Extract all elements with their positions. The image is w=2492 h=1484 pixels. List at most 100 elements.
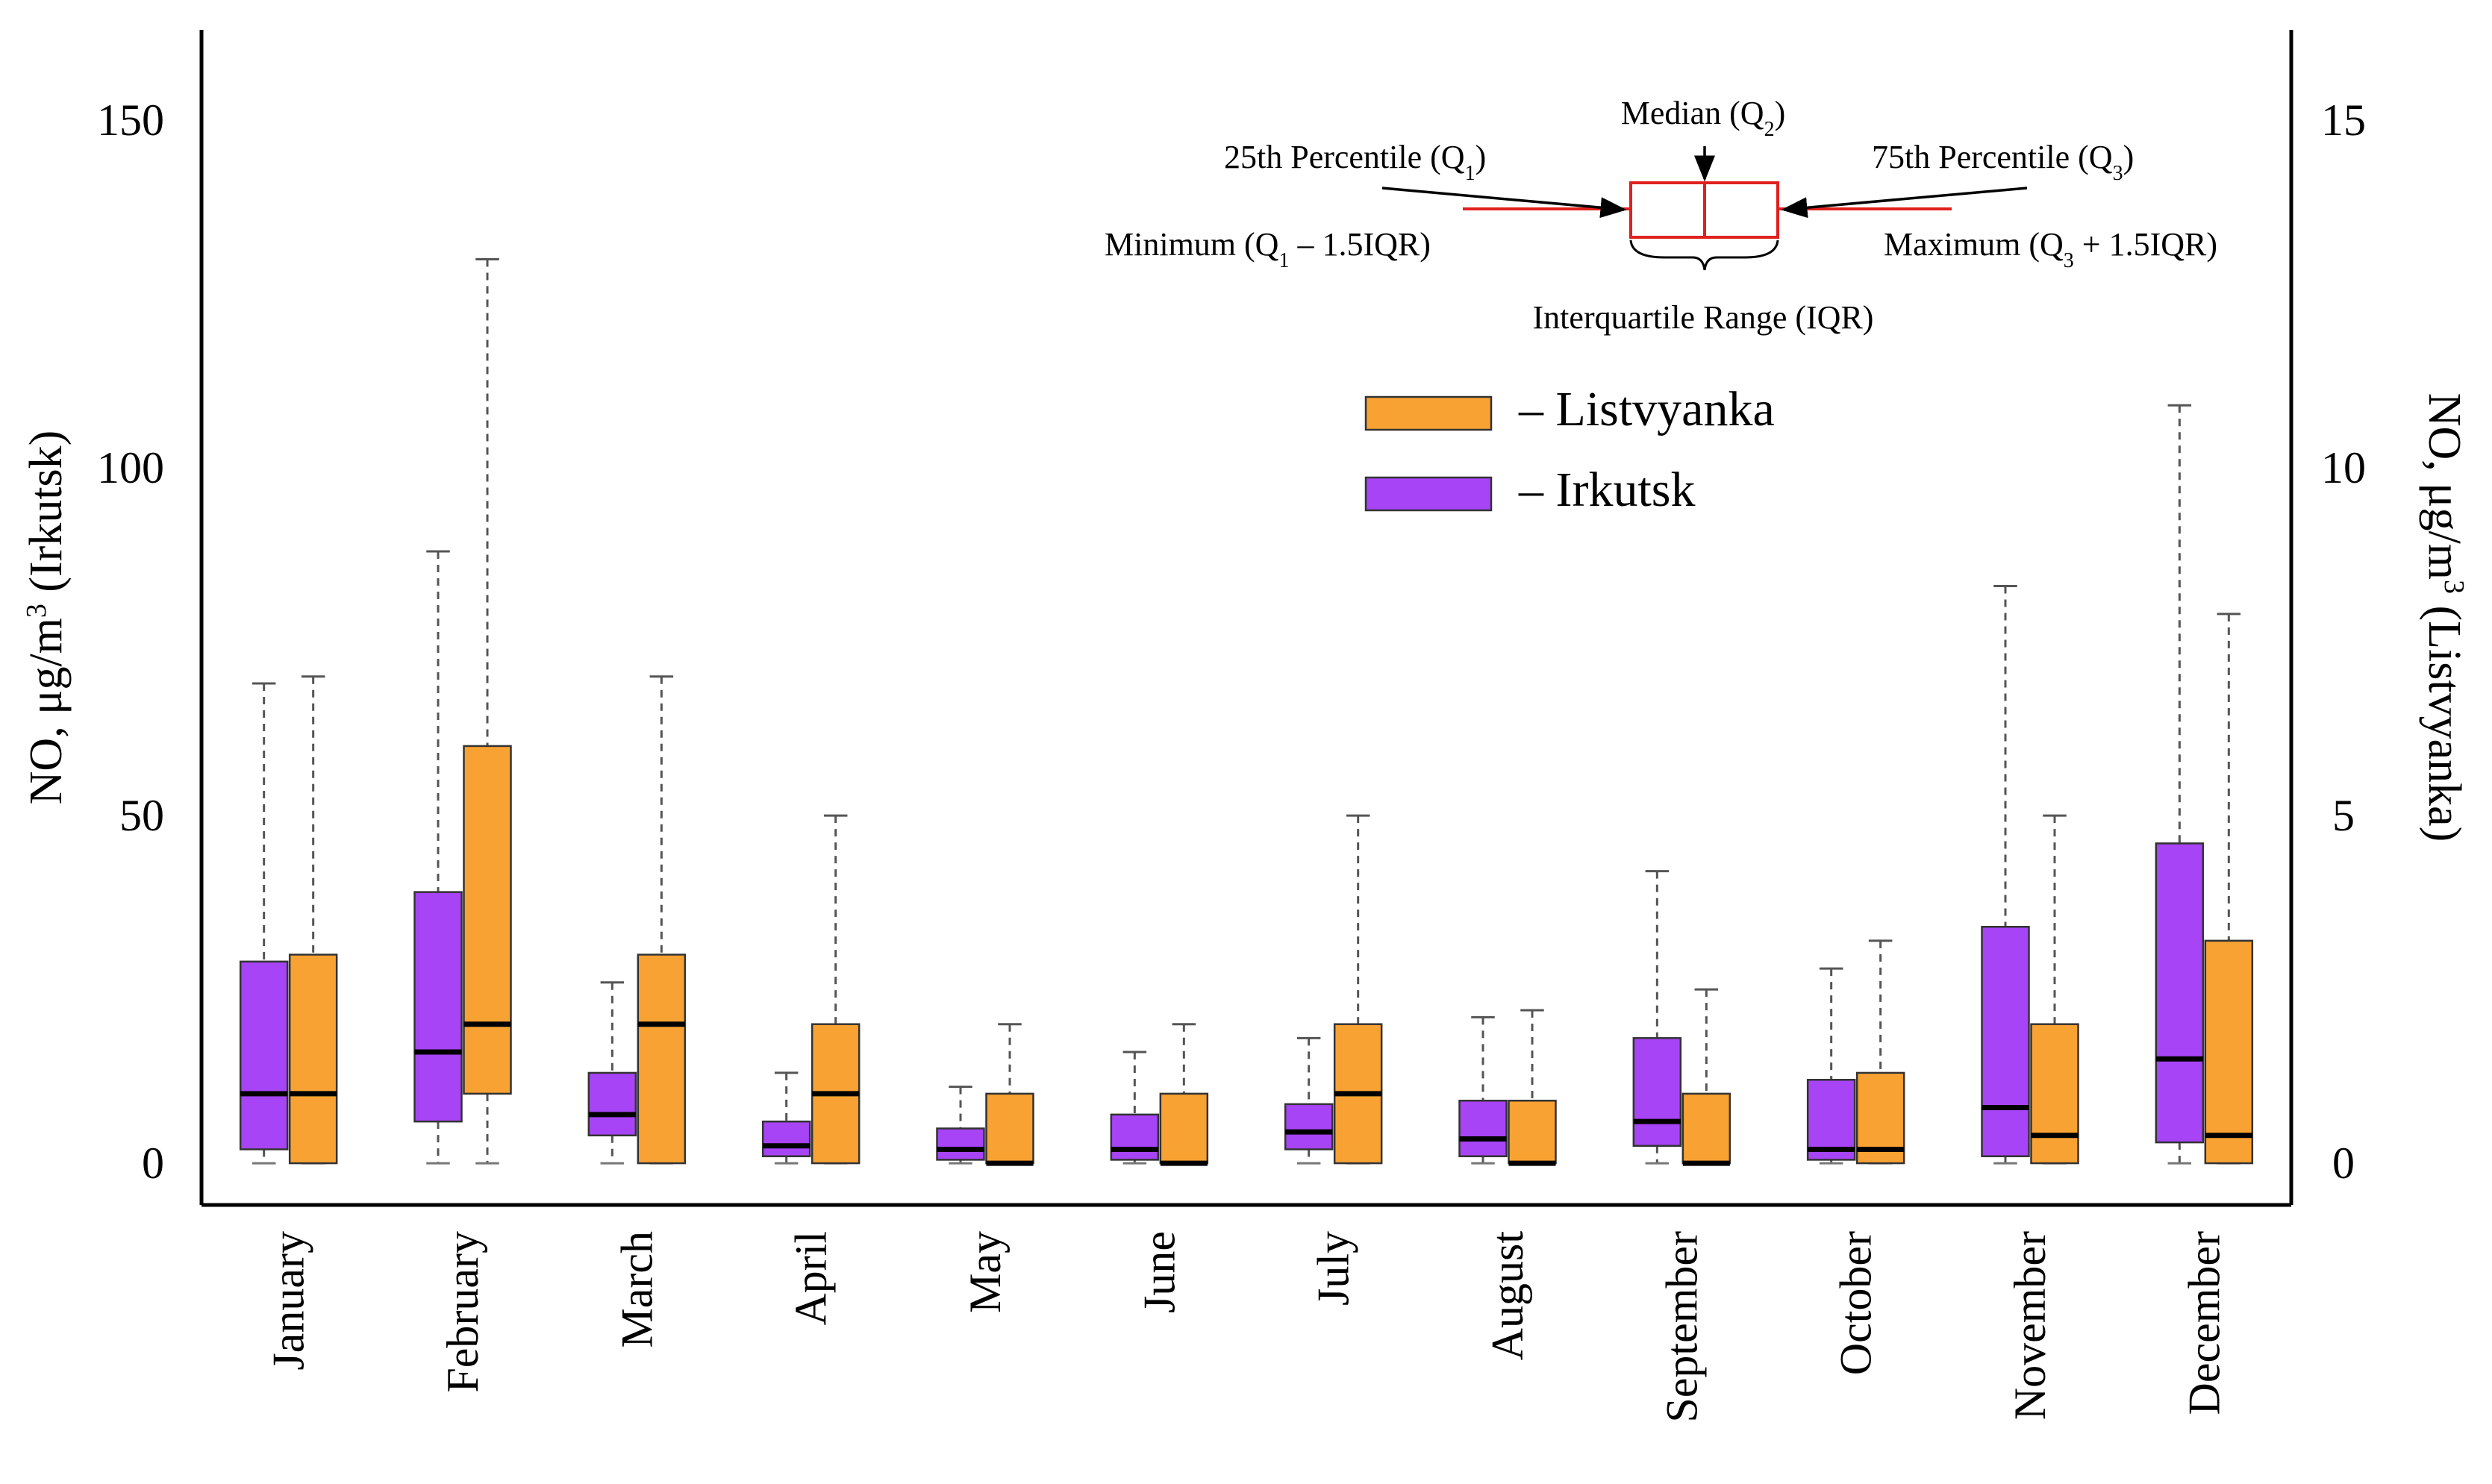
x-tick-group: September (1657, 1231, 1706, 1423)
box-irkutsk-june (1110, 1051, 1160, 1165)
iqr-box (587, 1071, 637, 1137)
box-listvyanka-august (1508, 1009, 1557, 1166)
box-irkutsk-july (1284, 1036, 1334, 1165)
x-tick-label: April (787, 1231, 836, 1326)
box-irkutsk-august (1458, 1015, 1508, 1165)
x-tick-label: March (612, 1231, 661, 1348)
box-irkutsk-september (1632, 870, 1682, 1165)
legend-swatch-listvyanka (1364, 395, 1493, 431)
x-tick-group: January (264, 1231, 313, 1371)
iqr-box (1508, 1099, 1557, 1165)
x-tick-label: May (961, 1231, 1010, 1313)
x-tick-label: September (1657, 1231, 1706, 1423)
iqr-box (2155, 842, 2205, 1144)
box-irkutsk-november (1981, 585, 2030, 1165)
x-tick-group: October (1831, 1231, 1881, 1375)
box-listvyanka-october (1855, 939, 1905, 1165)
box-listvyanka-april (811, 814, 861, 1165)
box-irkutsk-december (2155, 404, 2205, 1165)
left-tick-label: 50 (119, 791, 164, 840)
x-tick-label: June (1134, 1231, 1184, 1313)
key-median-label: Median (Q2) (1621, 95, 1786, 141)
key-q3-arrow (1781, 187, 2028, 219)
key-q1-arrow (1381, 187, 1627, 219)
iqr-box (2204, 939, 2254, 1165)
box-listvyanka-february (463, 258, 512, 1165)
box-listvyanka-november (2030, 814, 2079, 1165)
x-tick-label: December (2179, 1231, 2229, 1415)
legend-swatch-irkutsk (1364, 476, 1493, 512)
right-tick-label: 10 (2321, 443, 2366, 492)
x-tick-group: November (2005, 1231, 2055, 1420)
right-axis-label: NO, μg/m3 (Listvyanka) (2419, 393, 2470, 842)
iqr-box (1806, 1078, 1856, 1161)
iqr-box (2030, 1023, 2079, 1165)
x-tick-group: May (961, 1231, 1010, 1313)
right-tick-label: 0 (2332, 1139, 2355, 1188)
key-iqr-label: Interquartile Range (IQR) (1533, 299, 1874, 336)
box-irkutsk-february (413, 550, 463, 1165)
iqr-box (1632, 1037, 1682, 1148)
x-tick-label: January (264, 1231, 313, 1371)
left-axis-label-group: NO, μg/m3 (Irkutsk) (21, 431, 72, 805)
iqr-box (1458, 1099, 1508, 1158)
iqr-box (288, 954, 338, 1165)
key-q1-label: 25th Percentile (Q1) (1224, 139, 1486, 185)
x-tick-group: April (787, 1231, 836, 1326)
iqr-box (936, 1127, 985, 1161)
box-marks: January February March April May June July Augu… (239, 258, 2254, 1423)
key-q3-label: 75th Percentile (Q3) (1872, 139, 2134, 185)
left-tick-label: 0 (142, 1139, 164, 1188)
iqr-box (463, 745, 512, 1095)
x-tick-label: November (2005, 1231, 2055, 1420)
iqr-box (1110, 1113, 1160, 1161)
box-listvyanka-july (1333, 814, 1383, 1165)
key-iqr-brace (1629, 239, 1779, 271)
iqr-box (761, 1120, 811, 1158)
x-tick-group: June (1134, 1231, 1184, 1313)
x-tick-label: October (1831, 1231, 1881, 1375)
x-tick-group: July (1309, 1231, 1358, 1306)
x-tick-label: August (1483, 1231, 1532, 1361)
iqr-box (637, 954, 687, 1165)
box-irkutsk-march (587, 981, 637, 1165)
left-tick-label: 150 (97, 96, 164, 145)
right-axis-label-group: NO, μg/m3 (Listvyanka) (2419, 393, 2470, 842)
iqr-box (985, 1092, 1034, 1165)
box-irkutsk-october (1806, 967, 1856, 1165)
iqr-box (239, 960, 289, 1150)
box-listvyanka-january (288, 675, 338, 1165)
key-maximum-label: Maximum (Q3 + 1.5IQR) (1884, 226, 2217, 272)
legend: – Listvyanka – Irkutsk (1364, 382, 1775, 517)
box-irkutsk-january (239, 682, 289, 1165)
box-irkutsk-may (936, 1086, 985, 1165)
iqr-box (413, 891, 463, 1123)
x-tick-group: August (1483, 1231, 1532, 1361)
box-listvyanka-march (637, 675, 687, 1165)
box-listvyanka-december (2204, 613, 2254, 1165)
legend-label-listvyanka: – Listvyanka (1518, 382, 1775, 436)
left-axis-label: NO, μg/m3 (Irkutsk) (21, 431, 72, 805)
left-tick-label: 100 (97, 443, 164, 492)
axes: 0 50 100 150 0 5 10 15 NO, μg/m3 (Irkutsk) NO, μg… (21, 30, 2470, 1207)
iqr-box (1981, 925, 2030, 1158)
legend-label-irkutsk: – Irkutsk (1518, 463, 1695, 517)
x-tick-group: February (438, 1231, 487, 1393)
iqr-box (1159, 1092, 1209, 1165)
box-listvyanka-may (985, 1023, 1034, 1166)
box-listvyanka-september (1681, 988, 1731, 1166)
x-tick-group: December (2179, 1231, 2229, 1415)
box-listvyanka-june (1159, 1023, 1209, 1166)
iqr-box (1284, 1103, 1334, 1150)
x-tick-group: March (612, 1231, 661, 1348)
x-tick-label: February (438, 1231, 487, 1393)
x-tick-label: July (1309, 1231, 1358, 1306)
boxplot-key: Median (Q2) 25th Percentile (Q1) 75th Perc… (1105, 95, 2217, 336)
key-minimum-label: Minimum (Q1 – 1.5IQR) (1105, 226, 1431, 272)
right-tick-label: 15 (2321, 96, 2366, 145)
right-tick-label: 5 (2332, 791, 2355, 840)
iqr-box (1681, 1092, 1731, 1165)
box-irkutsk-april (761, 1071, 811, 1165)
